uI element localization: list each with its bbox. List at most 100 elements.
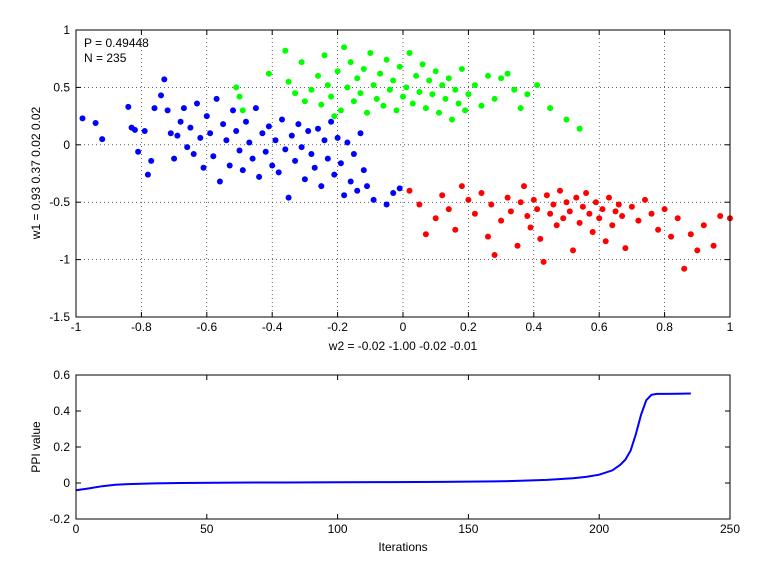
scatter-point (315, 125, 321, 132)
scatter-point (439, 82, 446, 89)
scatter-point (308, 151, 315, 157)
line-y-tick-label: 0.4 (53, 404, 70, 418)
scatter-point (347, 59, 354, 66)
scatter-point (298, 144, 305, 151)
scatter-point (517, 199, 524, 206)
scatter-point (282, 47, 289, 54)
scatter-point (383, 56, 390, 63)
scatter-point (570, 247, 576, 254)
scatter-point (321, 137, 328, 144)
scatter-point (197, 134, 204, 141)
scatter-point (370, 82, 377, 89)
scatter-point (419, 61, 426, 68)
scatter-point (318, 183, 325, 190)
scatter-point (318, 101, 325, 108)
scatter-point (161, 76, 168, 83)
scatter-point (396, 185, 403, 192)
scatter-point (364, 109, 370, 116)
line-chart: 0 50 100 150 200 250-0.200.20.40.6 Iterations… (29, 368, 740, 554)
scatter-x-tick-label: -0.4 (262, 320, 283, 334)
scatter-point (602, 238, 609, 245)
scatter-point (265, 70, 272, 77)
scatter-point (465, 91, 472, 98)
scatter-point (252, 105, 259, 112)
scatter-point (478, 102, 485, 109)
scatter-point (184, 144, 191, 151)
scatter-point (256, 173, 263, 180)
scatter-point (700, 222, 707, 229)
line-ticks: 0 50 100 150 200 250-0.200.20.40.6 (49, 368, 740, 536)
scatter-point (537, 235, 544, 242)
scatter-point (406, 50, 413, 56)
scatter-point (445, 75, 452, 82)
scatter-point (471, 210, 478, 217)
scatter-point (383, 201, 390, 208)
scatter-point (344, 84, 351, 91)
scatter-point (458, 183, 465, 190)
scatter-point (364, 183, 370, 190)
scatter-point (305, 128, 312, 134)
scatter-point (292, 90, 299, 97)
scatter-point (406, 187, 413, 194)
scatter-point (619, 213, 626, 219)
scatter-point (177, 118, 184, 125)
scatter-point (194, 100, 200, 107)
scatter-point (534, 206, 541, 213)
scatter-point (190, 151, 197, 157)
scatter-point (668, 233, 675, 240)
scatter-point (337, 160, 344, 167)
scatter-point (596, 215, 603, 222)
scatter-point (393, 107, 400, 114)
scatter-point (661, 206, 668, 213)
scatter-point (99, 136, 106, 143)
scatter-point (386, 86, 393, 93)
scatter-x-axis-label: w2 = -0.02 -1.00 -0.02 -0.01 (328, 339, 478, 353)
scatter-point (612, 208, 619, 215)
scatter-point (301, 98, 308, 105)
scatter-point (370, 196, 377, 203)
scatter-point (560, 215, 567, 222)
scatter-x-tick-label: -1 (71, 320, 82, 334)
scatter-point (527, 224, 534, 231)
scatter-point (655, 226, 662, 233)
scatter-point (285, 194, 292, 201)
scatter-point (563, 199, 570, 206)
scatter-point (452, 86, 459, 93)
scatter-point (592, 199, 599, 206)
scatter-point (360, 66, 367, 72)
scatter-point (674, 215, 681, 222)
scatter-x-tick-label: 0.2 (460, 320, 477, 334)
scatter-point (151, 105, 158, 112)
scatter-point (321, 52, 328, 59)
line-x-axis-label: Iterations (378, 540, 427, 554)
scatter-x-tick-label: 1 (727, 320, 734, 334)
scatter-point (265, 123, 272, 130)
scatter-x-tick-label: 0 (400, 320, 407, 334)
scatter-point (373, 95, 380, 102)
scatter-point (606, 194, 612, 201)
scatter-x-tick-label: -0.2 (327, 320, 348, 334)
scatter-point (579, 203, 586, 210)
scatter-point (390, 190, 397, 196)
scatter-point (249, 155, 256, 162)
scatter-point (609, 222, 616, 229)
scatter-point (432, 68, 439, 75)
scatter-point (174, 132, 181, 139)
scatter-point (445, 206, 452, 213)
scatter-point (341, 192, 348, 199)
scatter-point (504, 194, 511, 201)
scatter-point (442, 95, 449, 102)
scatter-point (135, 148, 142, 155)
scatter-y-axis-label: w1 = 0.93 0.37 0.02 0.02 (29, 106, 43, 240)
scatter-point (524, 91, 531, 98)
scatter-point (236, 147, 243, 154)
line-x-tick-label: 0 (73, 522, 80, 536)
line-x-tick-label: 250 (720, 522, 740, 536)
scatter-point (292, 157, 299, 164)
scatter-point (360, 167, 367, 174)
scatter-point (455, 100, 462, 107)
scatter-point (576, 125, 583, 132)
scatter-point (534, 82, 541, 89)
scatter-point (462, 107, 469, 114)
scatter-point (239, 107, 246, 114)
